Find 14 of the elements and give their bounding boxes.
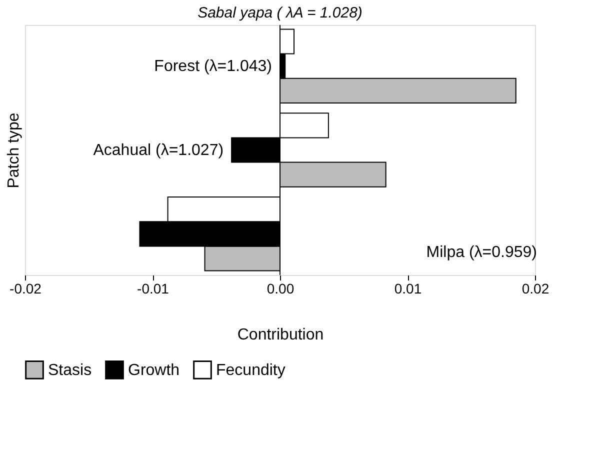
y-tick-label: Forest (λ=1.043) [154,58,272,76]
x-tick-label: 0.02 [522,280,550,296]
legend-label: Fecundity [216,362,286,379]
chart-title: Sabal yapa ( λA = 1.028) [198,4,362,22]
x-tick-label: -0.02 [10,280,42,296]
legend-label: Stasis [48,362,92,379]
x-tick-label: 0.01 [394,280,422,296]
y-tick-label: Acahual (λ=1.027) [93,142,224,159]
y-tick-label: Milpa (λ=0.959) [426,244,537,261]
x-axis-title: Contribution [237,326,324,344]
legend-label: Growth [128,362,180,379]
x-tick-label: -0.01 [137,280,170,296]
x-tick-label: 0.00 [266,280,294,296]
y-axis-title: Patch type [6,112,22,188]
